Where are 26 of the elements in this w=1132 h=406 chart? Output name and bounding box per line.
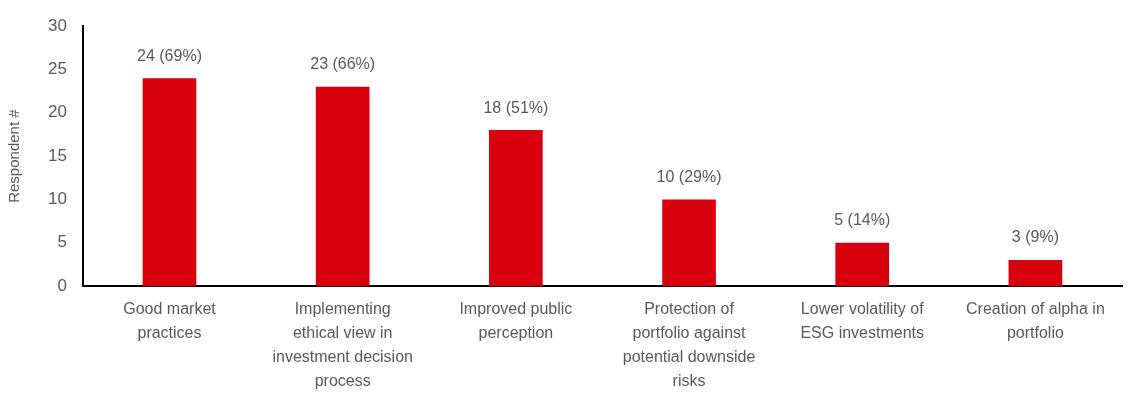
data-label: 5 (14%) <box>834 211 891 229</box>
data-label: 18 (51%) <box>483 98 549 116</box>
y-tick-label: 30 <box>47 15 67 35</box>
x-tick-label: Creation of alpha in portfolio <box>966 300 1105 342</box>
y-tick-label: 25 <box>47 59 67 79</box>
x-tick-label: Good market practices <box>123 300 217 342</box>
x-tick-label: Protection of portfolio against potential downside risks <box>622 300 756 390</box>
bar <box>489 130 543 286</box>
data-label: 3 (9%) <box>1011 228 1059 246</box>
y-tick-label: 15 <box>47 145 67 165</box>
y-tick-label: 5 <box>57 232 67 252</box>
x-tick-label: Improved public perception <box>459 300 573 342</box>
bar <box>315 86 370 286</box>
y-tick-label: 10 <box>47 189 67 209</box>
bar <box>835 242 890 286</box>
data-label: 23 (66%) <box>310 55 376 73</box>
y-axis-title: Respondent # <box>5 108 23 203</box>
data-label: 10 (29%) <box>656 167 722 185</box>
bar <box>142 78 197 286</box>
x-tick-label: Lower volatility of ESG investments <box>800 300 925 342</box>
y-tick-label: 0 <box>57 275 67 295</box>
bar <box>662 199 716 286</box>
x-tick-label: Implementing ethical view in investment decision process <box>272 300 413 390</box>
bar <box>1008 260 1063 286</box>
y-tick-label: 20 <box>47 102 67 122</box>
data-label: 24 (69%) <box>137 46 202 64</box>
